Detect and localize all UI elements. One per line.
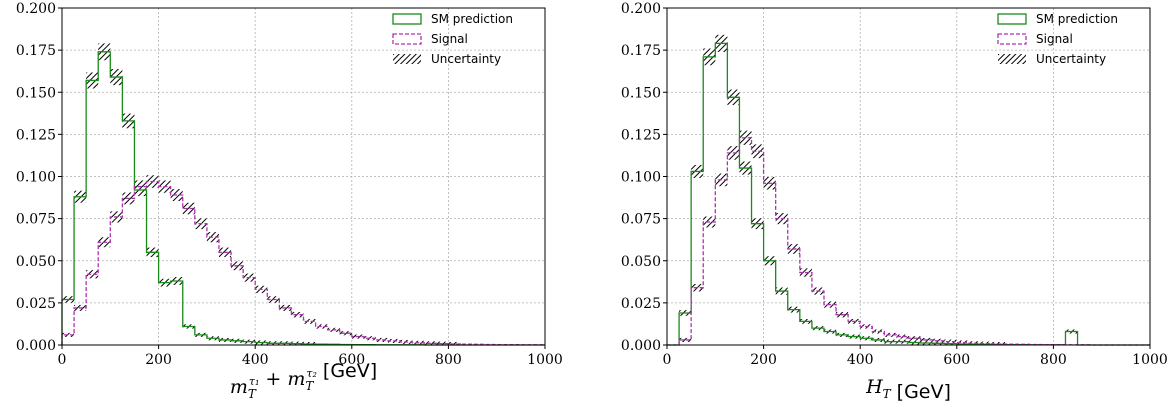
legend-label: Signal — [431, 32, 468, 46]
y-tick-label: 0.075 — [621, 212, 661, 228]
uncertainty-band — [896, 334, 909, 339]
x-axis-label: HT [GeV] — [865, 376, 951, 403]
y-tick-label: 0.150 — [621, 85, 661, 101]
y-tick-label: 0.025 — [621, 296, 661, 312]
uncertainty-band — [944, 339, 957, 344]
legend-swatch-sm-prediction — [997, 13, 1027, 25]
y-tick-label: 0.125 — [621, 127, 661, 143]
y-tick-label: 0.025 — [16, 296, 56, 312]
legend-swatch-signal — [392, 33, 422, 45]
x-tick-label: 600 — [943, 352, 970, 368]
x-tick-label: 0 — [58, 352, 67, 368]
uncertainty-band — [679, 337, 692, 342]
chart-panel-1: 0 200 400 600 800 1000 0.000 0.025 0.050 0.075 0.1… — [16, 1, 563, 401]
legend-swatch-uncertainty — [998, 54, 1026, 64]
legend-label: Uncertainty — [431, 52, 501, 66]
x-tick-label: 800 — [1040, 352, 1067, 368]
uncertainty-band — [303, 319, 316, 324]
y-tick-label: 0.000 — [16, 338, 56, 354]
x-tick-label: 1000 — [1132, 352, 1168, 368]
uncertainty-band — [62, 332, 75, 337]
x-tick-label: 200 — [750, 352, 777, 368]
x-tick-label: 400 — [847, 352, 874, 368]
y-tick-label: 0.000 — [621, 338, 661, 354]
y-tick-label: 0.050 — [621, 254, 661, 270]
x-tick-label: 200 — [145, 352, 172, 368]
y-tick-label: 0.200 — [621, 1, 661, 17]
x-axis-label: mTτ₁ + mTτ₂ [GeV] — [230, 360, 377, 401]
y-tick-label: 0.175 — [16, 43, 56, 59]
legend-label: Signal — [1036, 32, 1073, 46]
chart-panel-2: 0 200 400 600 800 1000 0.000 0.025 0.050 0.075 0.1… — [621, 1, 1168, 403]
x-tick-label: 400 — [242, 352, 269, 368]
legend-swatch-sm-prediction — [392, 13, 422, 25]
series-line-signal — [667, 137, 1150, 346]
uncertainty-band — [375, 337, 389, 342]
legend-swatch-uncertainty — [393, 54, 421, 64]
legend-label: SM prediction — [431, 12, 513, 26]
uncertainty-band — [448, 341, 461, 345]
x-tick-label: 800 — [435, 352, 462, 368]
series-line-sm-prediction — [667, 42, 1150, 346]
uncertainty-band — [182, 202, 195, 215]
y-tick-label: 0.100 — [16, 170, 56, 186]
uncertainty-band — [86, 270, 99, 279]
y-tick-label: 0.200 — [16, 1, 56, 17]
uncertainty-band — [363, 336, 376, 341]
legend-label: SM prediction — [1036, 12, 1118, 26]
y-tick-label: 0.150 — [16, 85, 56, 101]
y-tick-label: 0.100 — [621, 170, 661, 186]
y-tick-label: 0.050 — [16, 254, 56, 270]
x-tick-label: 600 — [338, 352, 365, 368]
legend-swatch-signal — [997, 33, 1027, 45]
plot-frame — [61, 7, 546, 346]
uncertainty-band — [751, 144, 764, 159]
legend-label: Uncertainty — [1036, 52, 1106, 66]
uncertainty-band — [956, 340, 969, 345]
uncertainty-band — [291, 311, 304, 318]
y-tick-label: 0.125 — [16, 127, 56, 143]
y-tick-label: 0.175 — [621, 43, 661, 59]
x-tick-label: 1000 — [527, 352, 563, 368]
y-tick-label: 0.075 — [16, 212, 56, 228]
uncertainty-band — [339, 331, 352, 336]
plot-frame — [666, 7, 1151, 346]
x-tick-label: 0 — [663, 352, 672, 368]
series-line-signal — [61, 180, 546, 346]
